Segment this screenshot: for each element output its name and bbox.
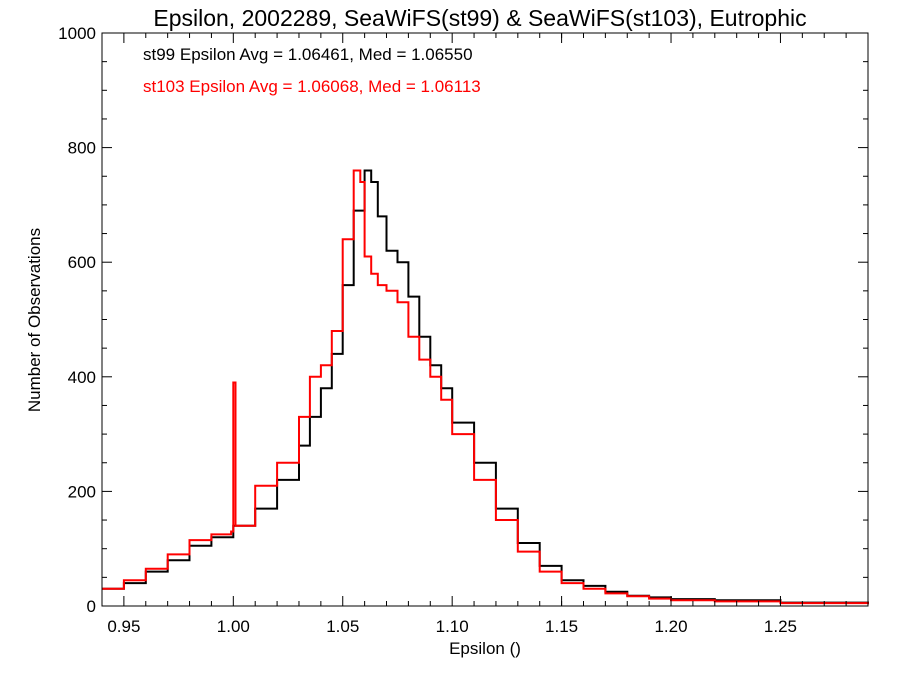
x-tick-label: 1.05 [326,617,359,636]
y-axis-label: Number of Observations [25,228,44,412]
x-tick-label: 1.20 [654,617,687,636]
y-tick-label: 800 [68,139,96,158]
chart-title: Epsilon, 2002289, SeaWiFS(st99) & SeaWiF… [153,5,806,31]
st103-stats-annotation: st103 Epsilon Avg = 1.06068, Med = 1.061… [143,77,481,96]
y-tick-label: 400 [68,368,96,387]
x-tick-label: 1.25 [764,617,797,636]
y-tick-label: 0 [87,597,96,616]
plot-area: 0.95 1.00 1.05 1.10 1.15 1.20 1.25 0 200 400 600 80… [58,24,869,636]
x-tick-label: 1.00 [217,617,250,636]
x-axis-label: Epsilon () [449,639,521,658]
x-tick-label: 1.10 [436,617,469,636]
x-tick-label: 0.95 [107,617,140,636]
series-line-1 [102,169,869,605]
st99-stats-annotation: st99 Epsilon Avg = 1.06461, Med = 1.0655… [143,45,473,64]
y-tick-label: 600 [68,253,96,272]
y-tick-label: 1000 [58,24,96,43]
y-tick-label: 200 [68,482,96,501]
x-tick-label: 1.15 [545,617,578,636]
